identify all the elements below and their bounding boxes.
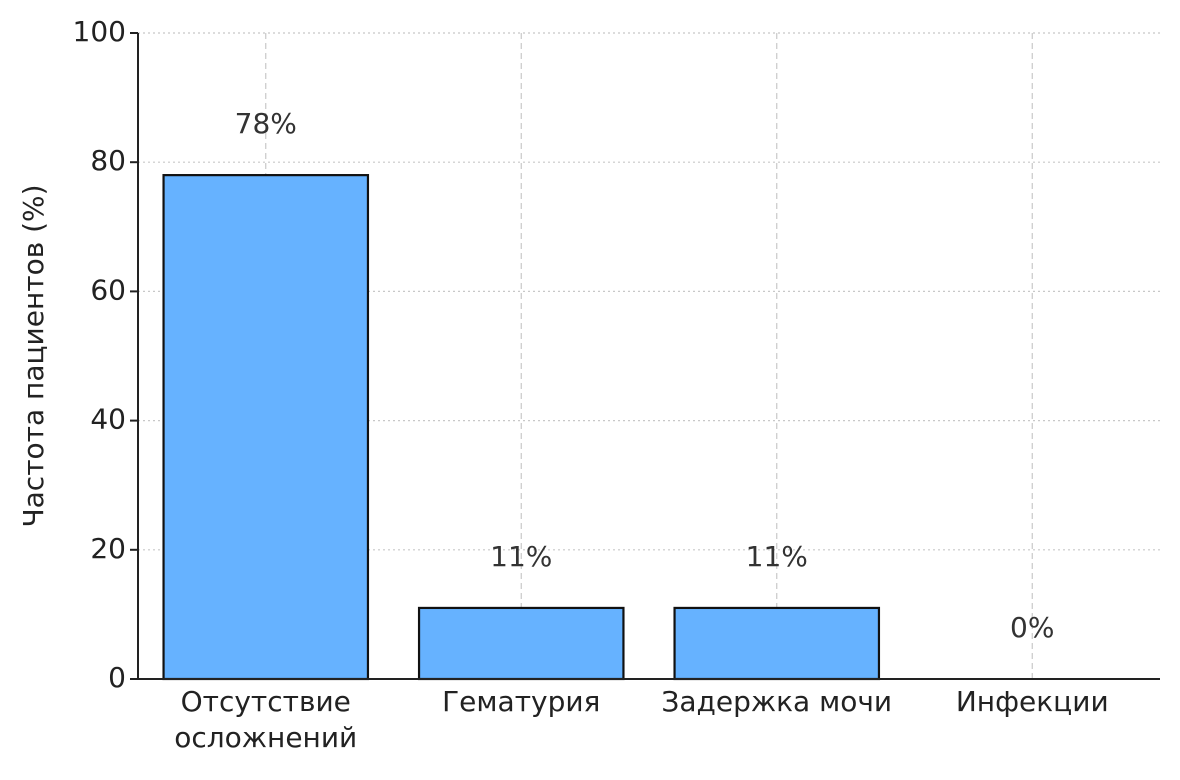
x-tick-label: Задержка мочи xyxy=(661,685,893,718)
y-tick-label: 100 xyxy=(73,15,126,48)
x-tick-label: Гематурия xyxy=(442,685,601,718)
y-tick-label: 80 xyxy=(90,144,126,177)
x-tick-label: Отсутствие осложнений xyxy=(174,685,358,754)
value-label: 0% xyxy=(1010,611,1054,644)
bar xyxy=(673,606,881,681)
value-label: 11% xyxy=(490,540,552,573)
y-axis-label: Частота пациентов (%) xyxy=(17,184,50,527)
y-tick-label: 40 xyxy=(90,403,126,436)
y-tick-label: 20 xyxy=(90,532,126,565)
value-label: 78% xyxy=(235,107,297,140)
y-tick-label: 0 xyxy=(108,661,126,694)
x-tick-label: Инфекции xyxy=(955,685,1109,718)
y-tick-label: 60 xyxy=(90,273,126,306)
value-label: 11% xyxy=(746,540,808,573)
bar xyxy=(417,606,625,681)
bar xyxy=(162,174,370,681)
